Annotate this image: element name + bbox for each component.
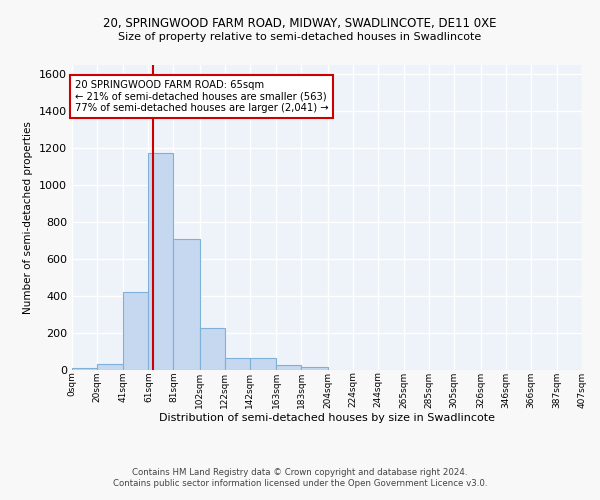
Bar (276, 366, 301, 370)
X-axis label: Distribution of semi-detached houses by size in Swadlincote: Distribution of semi-detached houses by … (159, 414, 495, 424)
Bar (250, 358, 276, 370)
Y-axis label: Number of semi-detached properties: Number of semi-detached properties (23, 121, 34, 314)
Bar (301, 367, 328, 370)
Bar (200, 328, 225, 370)
Text: 20 SPRINGWOOD FARM ROAD: 65sqm
← 21% of semi-detached houses are smaller (563)
7: 20 SPRINGWOOD FARM ROAD: 65sqm ← 21% of … (74, 80, 328, 113)
Bar (148, 153, 173, 370)
Text: 20, SPRINGWOOD FARM ROAD, MIDWAY, SWADLINCOTE, DE11 0XE: 20, SPRINGWOOD FARM ROAD, MIDWAY, SWADLI… (103, 18, 497, 30)
Bar (173, 239, 200, 370)
Bar (97, 364, 124, 370)
Bar (72, 368, 97, 370)
Text: Contains HM Land Registry data © Crown copyright and database right 2024.
Contai: Contains HM Land Registry data © Crown c… (113, 468, 487, 487)
Text: Size of property relative to semi-detached houses in Swadlincote: Size of property relative to semi-detach… (118, 32, 482, 42)
Bar (124, 292, 148, 370)
Bar (225, 358, 250, 370)
